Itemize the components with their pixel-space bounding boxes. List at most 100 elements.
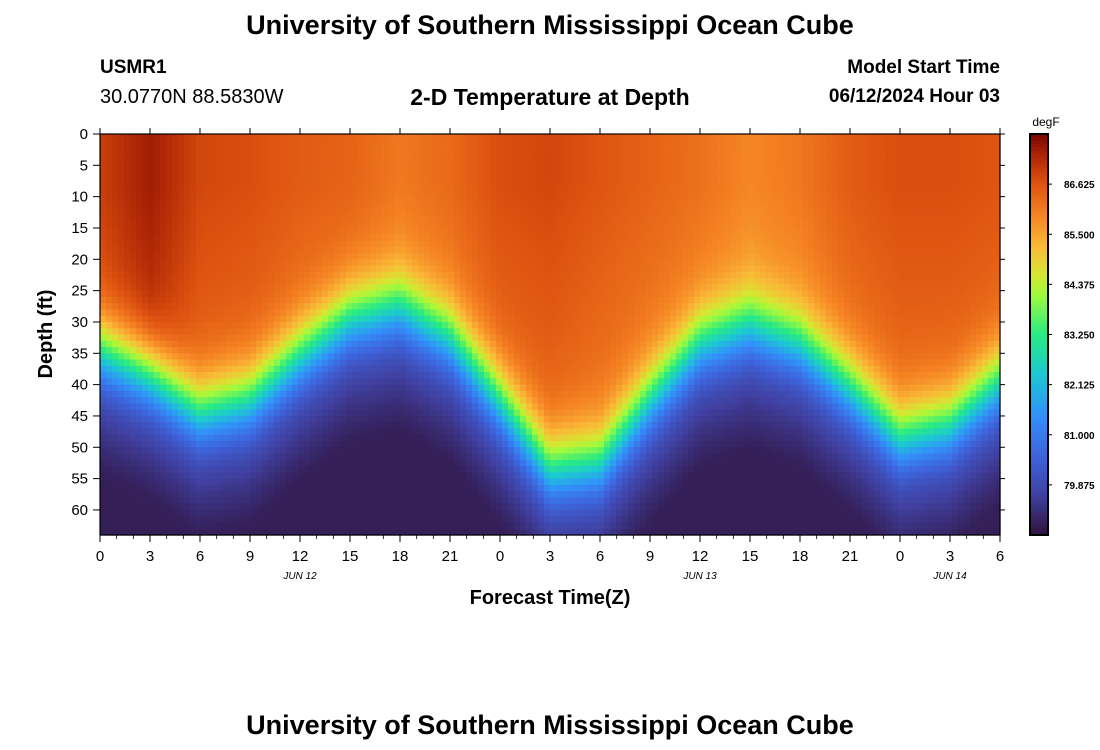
heatmap-cell [124, 177, 131, 185]
heatmap-cell [274, 340, 281, 348]
heatmap-cell [544, 284, 551, 292]
heatmap-cell [484, 215, 491, 223]
heatmap-cell [112, 459, 119, 467]
heatmap-cell [172, 296, 179, 304]
heatmap-cell [328, 472, 335, 480]
heatmap-cell [454, 359, 461, 367]
heatmap-cell [100, 146, 107, 154]
heatmap-cell [478, 221, 485, 229]
heatmap-cell [340, 309, 347, 317]
heatmap-cell [286, 397, 293, 405]
heatmap-cell [346, 428, 353, 436]
heatmap-cell [454, 140, 461, 148]
heatmap-cell [346, 472, 353, 480]
heatmap-cell [406, 227, 413, 235]
heatmap-cell [154, 215, 161, 223]
heatmap-cell [214, 234, 221, 242]
heatmap-cell [244, 365, 251, 373]
heatmap-cell [112, 184, 119, 191]
heatmap-cell [460, 359, 467, 367]
heatmap-cell [460, 422, 467, 430]
heatmap-cell [154, 378, 161, 386]
heatmap-cell [460, 159, 467, 166]
heatmap-cell [106, 234, 113, 242]
heatmap-cell [160, 340, 167, 348]
heatmap-cell [532, 503, 539, 511]
heatmap-cell [430, 202, 437, 210]
heatmap-cell [178, 491, 185, 499]
heatmap-cell [148, 290, 155, 298]
heatmap-cell [562, 165, 569, 173]
heatmap-cell [550, 253, 557, 260]
heatmap-cell [244, 278, 251, 285]
heatmap-cell [532, 271, 539, 279]
heatmap-cell [160, 315, 167, 323]
heatmap-cell [472, 309, 479, 317]
heatmap-cell [466, 459, 473, 467]
heatmap-cell [556, 215, 563, 223]
heatmap-cell [418, 209, 425, 217]
heatmap-cell [178, 359, 185, 367]
heatmap-cell [112, 296, 119, 304]
heatmap-cell [406, 334, 413, 342]
heatmap-cell [514, 265, 521, 273]
heatmap-cell [388, 221, 395, 229]
heatmap-cell [502, 259, 509, 267]
heatmap-cell [490, 240, 497, 248]
heatmap-cell [124, 372, 131, 379]
heatmap-cell [430, 340, 437, 348]
heatmap-cell [520, 428, 527, 436]
heatmap-cell [508, 215, 515, 223]
heatmap-cell [502, 378, 509, 386]
heatmap-cell [394, 290, 401, 298]
heatmap-cell [298, 340, 305, 348]
heatmap-cell [496, 390, 503, 398]
heatmap-cell [160, 478, 167, 486]
heatmap-cell [262, 422, 269, 430]
heatmap-cell [376, 177, 383, 185]
heatmap-cell [364, 365, 371, 373]
heatmap-cell [196, 478, 203, 486]
heatmap-cell [538, 428, 545, 436]
heatmap-cell [484, 278, 491, 285]
heatmap-cell [502, 190, 509, 198]
heatmap-cell [388, 159, 395, 166]
heatmap-cell [496, 303, 503, 311]
heatmap-cell [202, 290, 209, 298]
heatmap-cell [334, 259, 341, 267]
heatmap-cell [478, 422, 485, 430]
heatmap-cell [562, 221, 569, 229]
heatmap-cell [112, 372, 119, 379]
heatmap-cell [292, 165, 299, 173]
heatmap-cell [436, 196, 443, 204]
heatmap-cell [208, 422, 215, 430]
heatmap-cell [286, 441, 293, 448]
heatmap-cell [124, 253, 131, 260]
heatmap-cell [544, 303, 551, 311]
heatmap-cell [112, 472, 119, 480]
heatmap-cell [418, 215, 425, 223]
heatmap-cell [256, 340, 263, 348]
heatmap-cell [304, 347, 311, 354]
heatmap-cell [346, 246, 353, 254]
heatmap-cell [244, 491, 251, 499]
heatmap-cell [454, 234, 461, 242]
heatmap-cell [268, 284, 275, 292]
heatmap-cell [238, 478, 245, 486]
heatmap-cell [430, 334, 437, 342]
heatmap-cell [538, 365, 545, 373]
heatmap-cell [442, 290, 449, 298]
heatmap-cell [514, 259, 521, 267]
heatmap-cell [448, 309, 455, 317]
heatmap-cell [154, 509, 161, 517]
heatmap-cell [448, 478, 455, 486]
heatmap-cell [100, 134, 107, 141]
heatmap-cell [484, 365, 491, 373]
heatmap-cell [256, 159, 263, 166]
heatmap-cell [490, 372, 497, 379]
heatmap-cell [352, 328, 359, 336]
heatmap-cell [472, 246, 479, 254]
heatmap-cell [262, 184, 269, 191]
heatmap-cell [304, 472, 311, 480]
heatmap-cell [514, 309, 521, 317]
